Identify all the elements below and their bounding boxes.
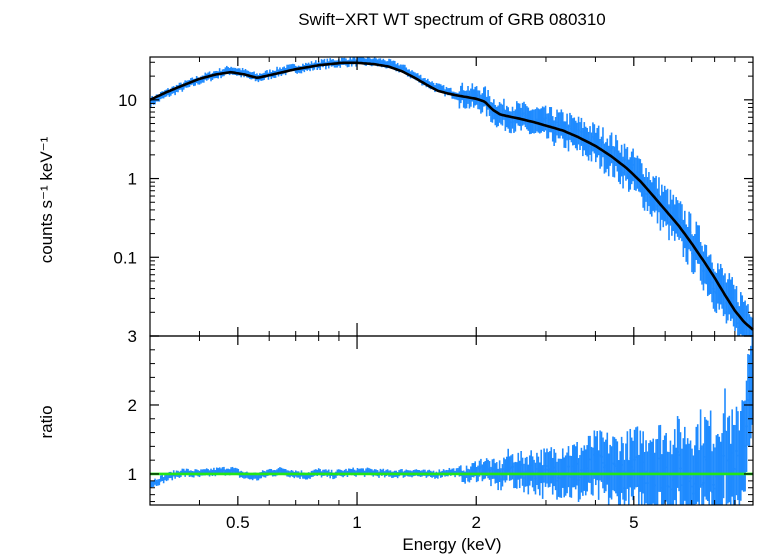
chart-title: Swift−XRT WT spectrum of GRB 080310 (298, 10, 606, 29)
spectrum-y-axis-label: counts s⁻¹ keV⁻¹ (37, 136, 56, 263)
ratio-y-axis-label: ratio (37, 405, 56, 438)
x-tick-label: 5 (629, 513, 638, 532)
x-tick-label: 1 (352, 513, 361, 532)
spectrum-model-line (149, 61, 754, 331)
spectrum-y-tick-label: 0.1 (113, 248, 137, 267)
spectrum-y-tick-label: 1 (128, 170, 137, 189)
x-tick-label: 2 (472, 513, 481, 532)
ratio-panel: 3 2 1 ratio (37, 327, 754, 506)
ratio-y-tick-label: 2 (128, 396, 137, 415)
spectrum-panel: 10 1 0.1 counts s⁻¹ keV⁻¹ (37, 56, 754, 337)
ratio-panel-frame (149, 335, 754, 506)
spectrum-y-tick-label: 10 (118, 91, 137, 110)
x-axis-label: Energy (keV) (402, 535, 501, 554)
x-tick-label: 0.5 (226, 513, 250, 532)
ratio-y-tick-label: 1 (128, 465, 137, 484)
ratio-y-tick-label: 3 (128, 327, 137, 346)
